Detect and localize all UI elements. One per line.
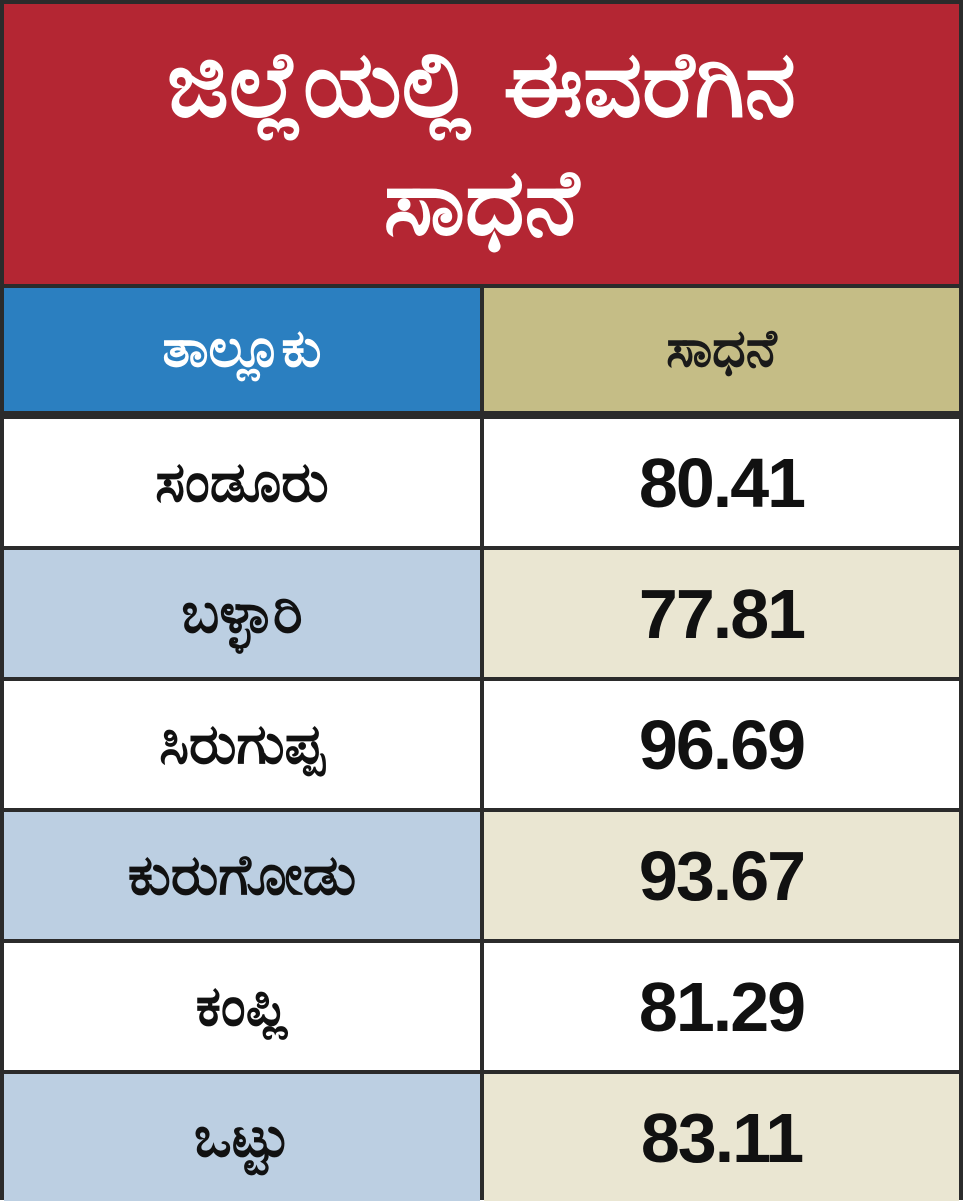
taluk-cell: ಸಿರುಗುಪ್ಪ: [4, 681, 480, 808]
taluk-cell: ಕಂಪ್ಲಿ: [4, 943, 480, 1070]
title-line-1: ಜಿಲ್ಲೆಯಲ್ಲಿ ಈವರೆಗಿನ: [167, 31, 796, 138]
title-line-2: ಸಾಧನೆ: [383, 149, 580, 256]
value-cell: 77.81: [484, 550, 959, 677]
header-taluk-label: ತಾಲ್ಲೂಕು: [162, 319, 322, 379]
achievement-table: ತಾಲ್ಲೂಕು ಸಾಧನೆ ಸಂಡೂರು 80.41 ಬಳ್ಳಾರಿ 77.8…: [4, 288, 959, 1201]
taluk-cell: ಬಳ್ಳಾರಿ: [4, 550, 480, 677]
header-achievement-label: ಸಾಧನೆ: [666, 319, 777, 379]
value-cell: 80.41: [484, 419, 959, 546]
taluk-name: ಕಂಪ್ಲಿ: [195, 973, 289, 1039]
taluk-name: ಸಿರುಗುಪ್ಪ: [159, 711, 325, 777]
total-value-cell: 83.11: [484, 1074, 959, 1201]
total-label-cell: ಒಟ್ಟು: [4, 1074, 480, 1201]
taluk-name: ಕುರುಗೋಡು: [127, 842, 357, 908]
taluk-cell: ಕುರುಗೋಡು: [4, 812, 480, 939]
total-value: 83.11: [640, 1098, 804, 1177]
value-cell: 81.29: [484, 943, 959, 1070]
value-cell: 93.67: [484, 812, 959, 939]
achievement-value: 81.29: [638, 967, 806, 1046]
achievement-value: 96.69: [638, 705, 806, 784]
title-banner: ಜಿಲ್ಲೆಯಲ್ಲಿ ಈವರೆಗಿನ ಸಾಧನೆ: [4, 4, 959, 284]
achievement-value: 80.41: [638, 443, 806, 522]
achievement-value: 93.67: [638, 836, 806, 915]
taluk-name: ಬಳ್ಳಾರಿ: [181, 580, 303, 646]
total-label: ಒಟ್ಟು: [193, 1104, 291, 1170]
taluk-cell: ಸಂಡೂರು: [4, 419, 480, 546]
value-cell: 96.69: [484, 681, 959, 808]
header-taluk: ತಾಲ್ಲೂಕು: [4, 288, 480, 411]
taluk-name: ಸಂಡೂರು: [155, 449, 329, 515]
header-achievement: ಸಾಧನೆ: [484, 288, 959, 411]
achievement-value: 77.81: [638, 574, 806, 653]
